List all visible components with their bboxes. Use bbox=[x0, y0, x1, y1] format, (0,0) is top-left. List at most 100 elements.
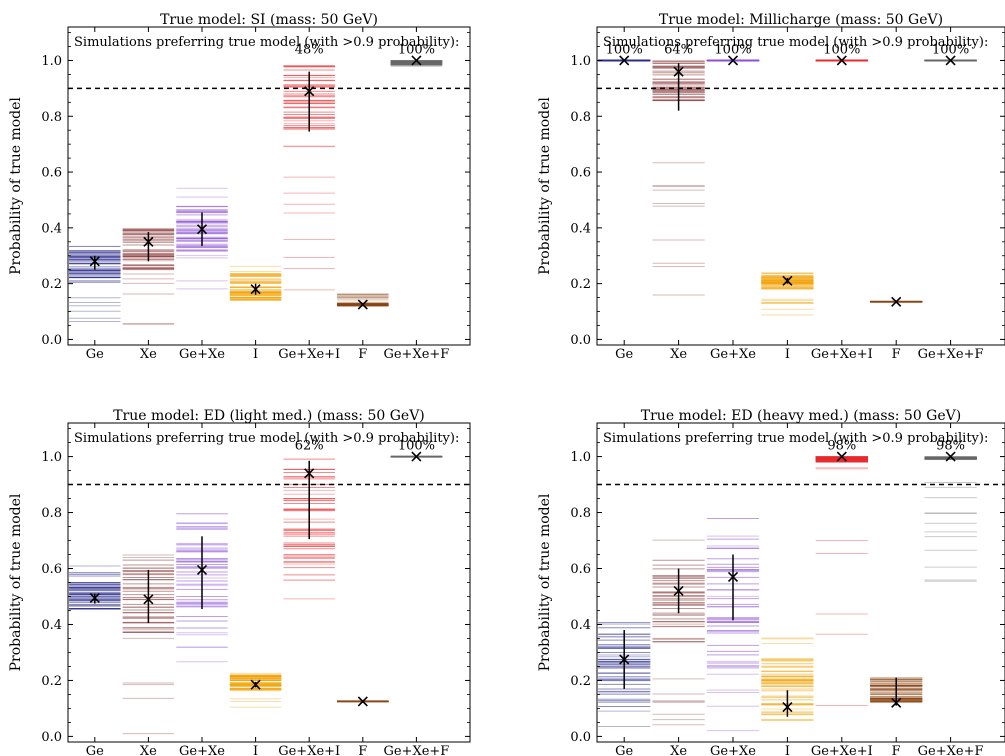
marker-stroke bbox=[891, 296, 902, 307]
panel-title: True model: SI (mass: 50 GeV) bbox=[160, 12, 378, 28]
y-tick-label: 1.0 bbox=[41, 450, 62, 465]
x-tick-label: Ge bbox=[86, 744, 104, 756]
marker-stroke bbox=[89, 256, 100, 267]
marker-stroke bbox=[304, 468, 315, 479]
y-axis-label: Probability of true model bbox=[537, 97, 553, 275]
x-tick-label: I bbox=[785, 347, 790, 362]
y-tick-label: 0.0 bbox=[570, 730, 591, 745]
median-marker bbox=[304, 468, 315, 479]
pct-label: 100% bbox=[714, 42, 751, 57]
median-marker bbox=[673, 585, 684, 596]
y-tick-label: 0.6 bbox=[570, 166, 591, 181]
axes-frame bbox=[67, 422, 471, 743]
median-marker bbox=[945, 451, 956, 462]
marker-stroke bbox=[673, 585, 684, 596]
marker-stroke bbox=[304, 86, 315, 97]
x-tick-label: Ge+Xe bbox=[710, 744, 756, 756]
median-marker bbox=[836, 55, 847, 66]
panel-1: 0.0 0.2 0.4 0.6 0.8 1.0 Ge Xe Ge+Xe I Ge+Xe+I F Ge+X… bbox=[8, 12, 471, 362]
x-tick-label: I bbox=[253, 347, 258, 362]
marker-stroke bbox=[143, 236, 154, 247]
x-tick-label: Ge bbox=[615, 744, 633, 756]
marker-stroke bbox=[727, 571, 739, 582]
y-tick-label: 0.8 bbox=[570, 110, 591, 125]
marker-stroke bbox=[836, 451, 847, 462]
median-marker bbox=[891, 296, 902, 307]
marker-stroke bbox=[357, 299, 368, 310]
marker-stroke bbox=[619, 654, 630, 665]
panel-2: 0.0 0.2 0.4 0.6 0.8 1.0 Ge Xe Ge+Xe I Ge+Xe+I F Ge+X… bbox=[537, 12, 1005, 362]
panel-3: 0.0 0.2 0.4 0.6 0.8 1.0 Ge Xe Ge+Xe I Ge+Xe+I F Ge+X… bbox=[8, 408, 471, 756]
x-tick-label: F bbox=[358, 347, 367, 362]
pct-label: 62% bbox=[295, 439, 324, 454]
x-tick-label: Xe bbox=[670, 347, 687, 362]
x-tick-label: I bbox=[785, 744, 790, 756]
y-tick-label: 0.8 bbox=[41, 506, 62, 521]
y-tick-label: 0.2 bbox=[570, 277, 591, 292]
y-tick-label: 0.4 bbox=[41, 221, 62, 236]
y-axis-label: Probability of true model bbox=[537, 493, 553, 671]
y-tick-label: 1.0 bbox=[41, 54, 62, 69]
pct-label: 48% bbox=[295, 42, 324, 57]
x-tick-label: Ge+Xe bbox=[179, 347, 225, 362]
median-marker bbox=[143, 236, 154, 247]
y-tick-label: 0.4 bbox=[41, 618, 62, 633]
median-marker bbox=[196, 564, 208, 575]
pct-label: 100% bbox=[823, 42, 860, 57]
marker-stroke bbox=[357, 696, 368, 707]
x-tick-label: Ge+Xe+I bbox=[811, 744, 873, 756]
median-marker bbox=[250, 284, 261, 295]
x-tick-label: F bbox=[892, 347, 901, 362]
x-tick-label: F bbox=[892, 744, 901, 756]
marker-stroke bbox=[891, 697, 902, 708]
y-tick-label: 0.6 bbox=[41, 166, 62, 181]
y-tick-label: 0.0 bbox=[570, 333, 591, 348]
median-marker bbox=[304, 86, 315, 97]
marker-stroke bbox=[782, 701, 793, 713]
panel-title: True model: ED (light med.) (mass: 50 Ge… bbox=[113, 408, 425, 424]
marker-stroke bbox=[411, 451, 422, 462]
median-marker bbox=[619, 55, 630, 66]
y-axis-label: Probability of true model bbox=[8, 97, 24, 275]
x-tick-label: F bbox=[358, 744, 367, 756]
marker-stroke bbox=[836, 55, 847, 66]
x-tick-label: Ge+Xe bbox=[710, 347, 756, 362]
marker-stroke bbox=[250, 679, 261, 690]
y-tick-label: 0.4 bbox=[570, 221, 591, 236]
marker-stroke bbox=[250, 284, 261, 295]
x-tick-label: Ge+Xe bbox=[179, 744, 225, 756]
median-marker bbox=[727, 55, 739, 66]
y-axis-label: Probability of true model bbox=[8, 493, 24, 671]
marker-stroke bbox=[196, 224, 208, 235]
median-marker bbox=[250, 679, 261, 690]
x-tick-label: Ge bbox=[86, 347, 104, 362]
pct-label: 100% bbox=[398, 42, 435, 57]
y-tick-label: 0.0 bbox=[41, 333, 62, 348]
y-tick-label: 1.0 bbox=[570, 450, 591, 465]
marker-stroke bbox=[196, 564, 208, 575]
x-tick-label: Xe bbox=[670, 744, 687, 756]
median-marker bbox=[89, 256, 100, 267]
panel-note: Simulations preferring true model (with … bbox=[74, 431, 459, 446]
median-marker bbox=[891, 697, 902, 708]
y-tick-label: 0.2 bbox=[570, 674, 591, 689]
x-tick-label: Ge+Xe+F bbox=[383, 347, 449, 362]
median-marker bbox=[673, 66, 684, 77]
pct-label: 98% bbox=[936, 439, 965, 454]
y-tick-label: 1.0 bbox=[570, 54, 591, 69]
median-marker bbox=[411, 451, 422, 462]
median-marker bbox=[357, 299, 368, 310]
x-tick-label: Ge+Xe+I bbox=[278, 347, 340, 362]
x-tick-label: Xe bbox=[140, 744, 157, 756]
median-marker bbox=[782, 275, 793, 286]
marker-stroke bbox=[945, 55, 956, 66]
marker-stroke bbox=[143, 594, 154, 605]
x-tick-label: Xe bbox=[140, 347, 157, 362]
panel-note: Simulations preferring true model (with … bbox=[74, 35, 459, 50]
x-tick-label: Ge+Xe+I bbox=[278, 744, 340, 756]
panel-4: 0.0 0.2 0.4 0.6 0.8 1.0 Ge Xe Ge+Xe I Ge+Xe+I F Ge+X… bbox=[537, 408, 1005, 756]
median-marker bbox=[836, 451, 847, 462]
median-marker bbox=[619, 654, 630, 665]
panel-note: Simulations preferring true model (with … bbox=[603, 35, 988, 50]
y-tick-label: 0.2 bbox=[41, 277, 62, 292]
